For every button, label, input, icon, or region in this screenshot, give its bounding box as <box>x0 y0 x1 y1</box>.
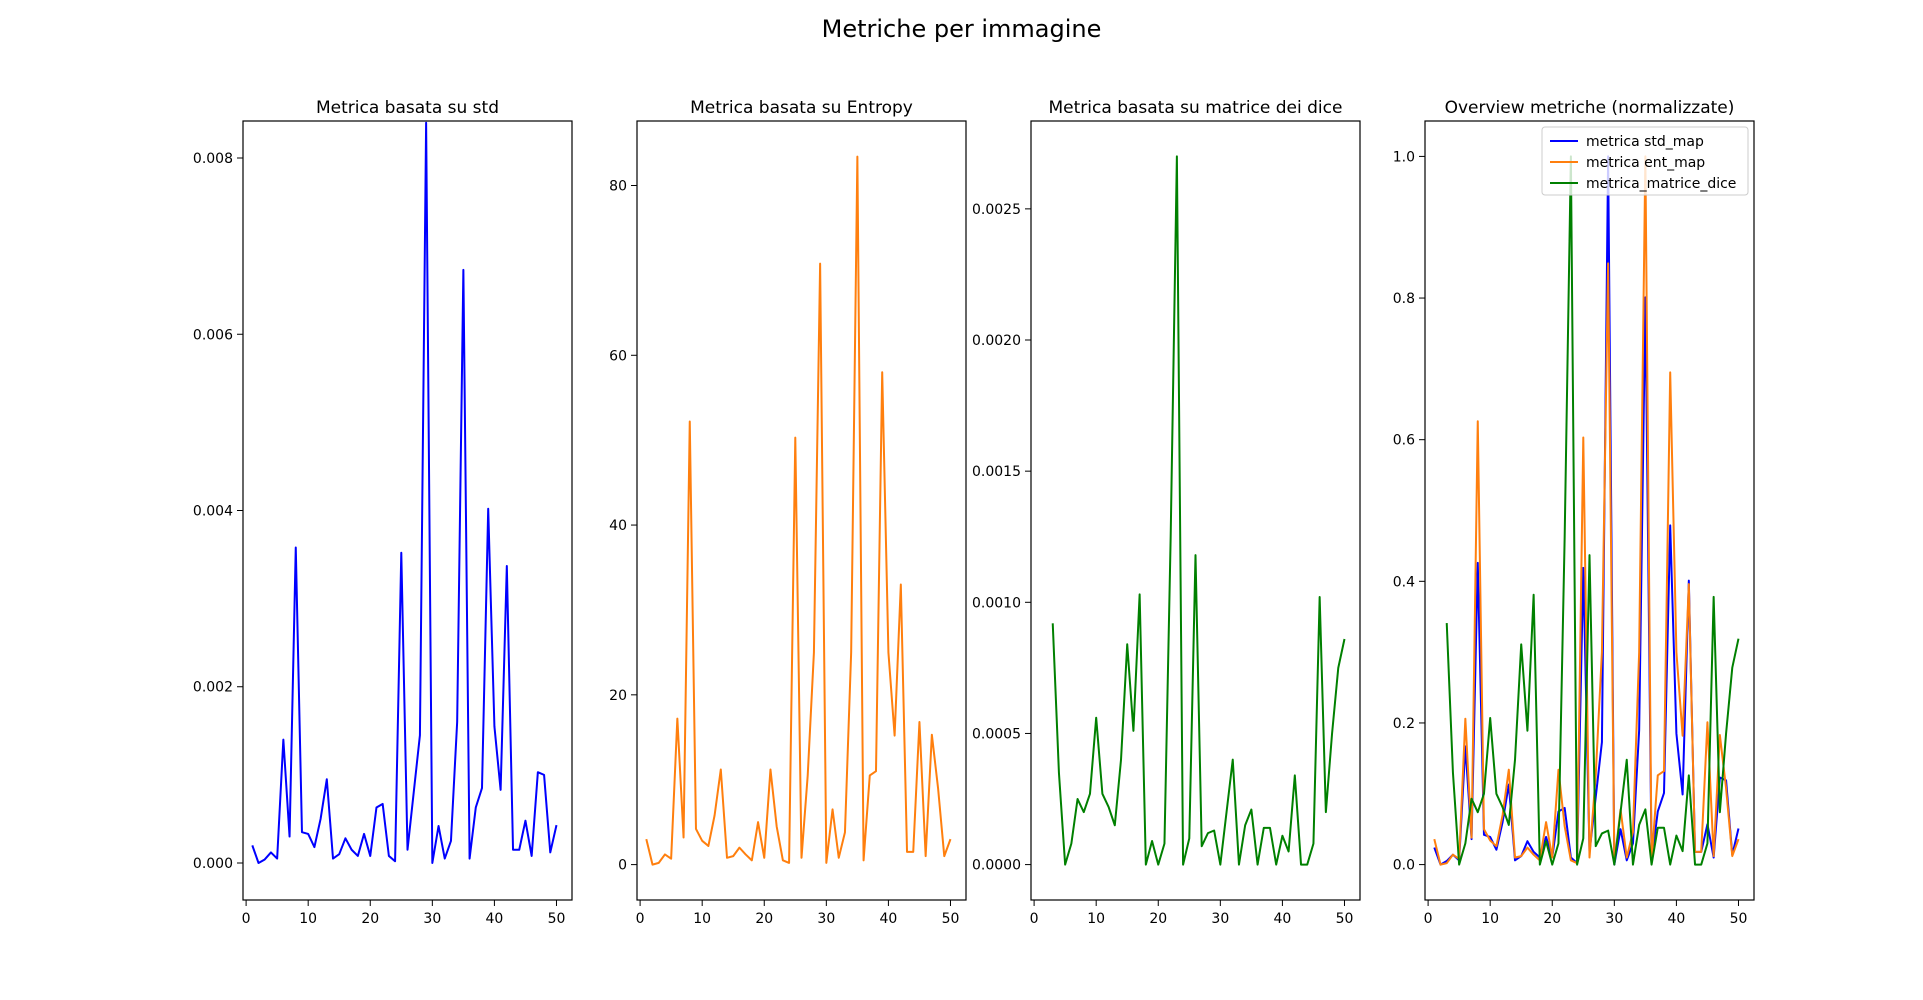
legend-label: metrica_matrice_dice <box>1586 176 1736 192</box>
y-tick-label: 0.0025 <box>972 202 1021 218</box>
x-tick-label: 30 <box>1211 911 1229 927</box>
y-tick-label: 40 <box>609 518 627 534</box>
y-tick-label: 0.002 <box>193 680 233 696</box>
x-tick-label: 50 <box>942 911 960 927</box>
series-line-1 <box>251 121 558 864</box>
plot-frame <box>242 120 573 901</box>
series-line-1 <box>1051 155 1346 866</box>
y-tick-label: 80 <box>609 179 627 195</box>
x-tick-label: 50 <box>1336 911 1354 927</box>
x-tick-label: 20 <box>361 911 379 927</box>
y-tick-label: 0.000 <box>193 856 233 872</box>
x-tick-label: 30 <box>817 911 835 927</box>
legend-label: metrica ent_map <box>1586 155 1705 171</box>
y-tick-label: 0.0015 <box>972 464 1021 480</box>
x-tick-label: 30 <box>423 911 441 927</box>
y-tick-label: 60 <box>609 348 627 364</box>
x-tick-label: 40 <box>879 911 897 927</box>
x-tick-label: 10 <box>299 911 317 927</box>
chart-title: Overview metriche (normalizzate) <box>1445 98 1735 118</box>
plot-frame <box>636 120 967 901</box>
legend-label: metrica std_map <box>1586 134 1704 150</box>
y-tick-label: 0.0000 <box>972 858 1021 874</box>
y-tick-label: 0.4 <box>1393 574 1415 590</box>
series-line-1 <box>645 155 952 866</box>
x-tick-label: 20 <box>755 911 773 927</box>
y-tick-label: 0.0020 <box>972 333 1021 349</box>
y-tick-label: 1.0 <box>1393 149 1415 165</box>
y-tick-label: 0.006 <box>193 327 233 343</box>
x-tick-label: 40 <box>1273 911 1291 927</box>
x-tick-label: 0 <box>636 911 645 927</box>
x-tick-label: 20 <box>1543 911 1561 927</box>
y-tick-label: 0.0010 <box>972 595 1021 611</box>
x-tick-label: 10 <box>1481 911 1499 927</box>
chart-panel-1: Metrica basata su std 0 10 20 30 40 50 0.000 0.0… <box>193 98 573 927</box>
chart-title: Metrica basata su std <box>316 98 499 118</box>
figure-suptitle: Metriche per immagine <box>822 15 1102 43</box>
x-tick-label: 0 <box>1424 911 1433 927</box>
x-tick-label: 20 <box>1149 911 1167 927</box>
chart-panel-2: Metrica basata su Entropy 0 10 20 30 40 50 0 20 4… <box>609 98 967 927</box>
x-tick-label: 50 <box>548 911 566 927</box>
y-tick-label: 0.6 <box>1393 433 1415 449</box>
series-line-3 <box>1445 155 1740 866</box>
x-tick-label: 40 <box>485 911 503 927</box>
x-tick-label: 50 <box>1730 911 1748 927</box>
y-tick-label: 0.0 <box>1393 858 1415 874</box>
y-tick-label: 0.2 <box>1393 716 1415 732</box>
y-tick-label: 0.0005 <box>972 726 1021 742</box>
chart-panel-4: Overview metriche (normalizzate) 0 10 20 30 4… <box>1393 98 1755 927</box>
x-tick-label: 30 <box>1605 911 1623 927</box>
chart-title: Metrica basata su matrice dei dice <box>1049 98 1343 118</box>
x-tick-label: 40 <box>1667 911 1685 927</box>
x-tick-label: 0 <box>1030 911 1039 927</box>
y-tick-label: 0 <box>618 858 627 874</box>
y-tick-label: 0.008 <box>193 151 233 167</box>
plot-frame <box>1030 120 1361 901</box>
y-tick-label: 0.8 <box>1393 291 1415 307</box>
y-tick-label: 0.004 <box>193 504 233 520</box>
x-tick-label: 10 <box>1087 911 1105 927</box>
x-tick-label: 10 <box>693 911 711 927</box>
series-line-2 <box>1433 155 1740 866</box>
x-tick-label: 0 <box>242 911 251 927</box>
plot-frame <box>1424 120 1755 901</box>
legend-box <box>1541 126 1749 196</box>
chart-title: Metrica basata su Entropy <box>690 98 913 118</box>
chart-panel-3: Metrica basata su matrice dei dice 0 10 20 3… <box>972 98 1361 927</box>
y-tick-label: 20 <box>609 688 627 704</box>
